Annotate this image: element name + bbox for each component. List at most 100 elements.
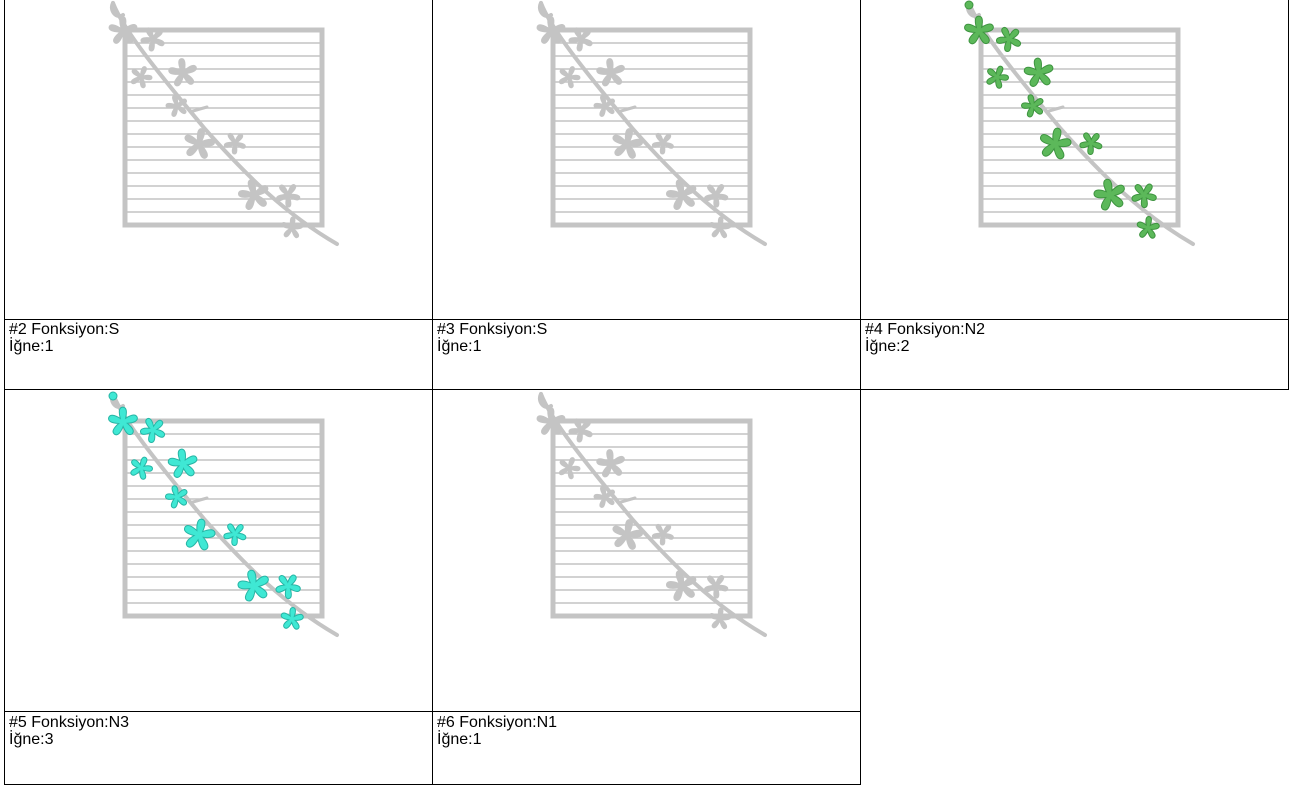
branch-stem: [111, 1, 339, 246]
blossom-10: [709, 607, 732, 630]
embroidery-preview-svg: [536, 392, 767, 637]
blossom-4: [168, 58, 197, 87]
frame-square: [122, 418, 325, 619]
needle-number-label: İğne:3: [9, 731, 54, 748]
blossom-group: [536, 16, 732, 239]
branch-tip: [538, 392, 553, 409]
blossom-9: [1131, 183, 1157, 209]
step-caption: #4 Fonksiyon:N2 İğne:2: [865, 321, 985, 355]
blossom-1: [964, 15, 994, 45]
blossom-2: [568, 418, 593, 443]
blossom-8: [665, 570, 697, 602]
blossom-6: [184, 128, 216, 159]
step-caption: #6 Fonksiyon:N1 İğne:1: [437, 714, 557, 748]
design-preview-image: [5, 390, 432, 712]
blossom-7: [223, 523, 247, 547]
blossom-4: [596, 449, 625, 478]
blossom-group: [108, 391, 304, 630]
blossom-5: [593, 94, 616, 117]
blossom-9: [703, 184, 729, 208]
step-function-label: #4 Fonksiyon:N2: [865, 321, 986, 338]
blossom-9: [275, 184, 301, 208]
blossom-3: [130, 66, 153, 89]
blossom-5: [1020, 94, 1044, 118]
color-step-cell: #2 Fonksiyon:S İğne:1: [4, 0, 433, 390]
branch-tip-highlight: [108, 391, 118, 401]
blossom-7: [1079, 132, 1103, 156]
blossom-4: [596, 58, 625, 87]
branch-tip-highlight: [964, 0, 974, 10]
design-preview-image: [433, 0, 860, 320]
color-step-cell: #3 Fonksiyon:S İğne:1: [432, 0, 861, 390]
blossom-7: [223, 132, 246, 155]
blossom-7: [651, 523, 674, 546]
color-step-cell: #4 Fonksiyon:N2 İğne:2: [860, 0, 1289, 390]
color-step-cell: #5 Fonksiyon:N3 İğne:3: [4, 389, 433, 785]
frame-square: [978, 27, 1181, 228]
step-caption: #2 Fonksiyon:S İğne:1: [9, 321, 119, 355]
step-caption: #5 Fonksiyon:N3 İğne:3: [9, 714, 129, 748]
blossom-6: [183, 518, 216, 551]
blossom-3: [130, 456, 154, 480]
blossom-4: [1023, 57, 1054, 87]
blossom-10: [709, 216, 732, 239]
blossom-5: [165, 94, 188, 117]
blossom-2: [568, 27, 593, 52]
blossom-8: [237, 179, 269, 211]
frame-square: [550, 27, 753, 228]
blossom-10: [1136, 215, 1160, 239]
blossom-4: [167, 448, 198, 478]
blossom-8: [237, 569, 269, 602]
blossom-6: [1039, 127, 1072, 160]
blossom-2: [139, 417, 166, 444]
blossom-group: [108, 16, 304, 239]
step-function-label: #2 Fonksiyon:S: [9, 321, 120, 338]
frame-square: [122, 27, 325, 228]
frame-lines: [127, 42, 320, 213]
blossom-8: [665, 179, 697, 211]
blossom-2: [140, 27, 165, 52]
blossom-6: [612, 128, 644, 159]
blossom-6: [612, 519, 644, 550]
step-function-label: #5 Fonksiyon:N3: [9, 714, 130, 731]
step-function-label: #6 Fonksiyon:N1: [437, 714, 558, 731]
blossom-3: [558, 66, 581, 89]
embroidery-preview-svg: [108, 1, 339, 246]
blossom-3: [558, 457, 581, 480]
step-caption: #3 Fonksiyon:S İğne:1: [437, 321, 547, 355]
blossom-5: [164, 485, 188, 509]
blossom-3: [986, 65, 1010, 89]
blossom-1: [108, 16, 138, 44]
step-function-label: #3 Fonksiyon:S: [437, 321, 548, 338]
design-preview-image: [861, 0, 1288, 320]
design-preview-image: [5, 0, 432, 320]
blossom-2: [995, 26, 1022, 53]
blossom-group: [964, 0, 1160, 239]
blossom-8: [1093, 178, 1125, 211]
branch-stem: [539, 392, 767, 637]
blossom-1: [536, 16, 566, 44]
branch-tip: [538, 1, 553, 18]
blossom-7: [651, 132, 674, 155]
blossom-group: [536, 407, 732, 630]
blossom-9: [275, 574, 301, 600]
blossom-10: [281, 216, 304, 239]
branch-stem: [539, 1, 767, 246]
embroidery-preview-svg: [964, 0, 1195, 246]
embroidery-preview-svg: [108, 391, 339, 637]
branch-tip: [110, 1, 125, 18]
needle-number-label: İğne:2: [865, 338, 910, 355]
blossom-9: [703, 575, 729, 599]
blossom-10: [280, 606, 304, 630]
blossom-1: [536, 407, 566, 435]
frame-lines: [983, 42, 1176, 213]
blossom-5: [593, 485, 616, 508]
design-preview-image: [433, 390, 860, 712]
embroidery-preview-svg: [536, 1, 767, 246]
needle-number-label: İğne:1: [9, 338, 54, 355]
needle-number-label: İğne:1: [437, 338, 482, 355]
frame-square: [550, 418, 753, 619]
needle-number-label: İğne:1: [437, 731, 482, 748]
color-step-cell: #6 Fonksiyon:N1 İğne:1: [432, 389, 861, 785]
blossom-1: [108, 406, 138, 436]
